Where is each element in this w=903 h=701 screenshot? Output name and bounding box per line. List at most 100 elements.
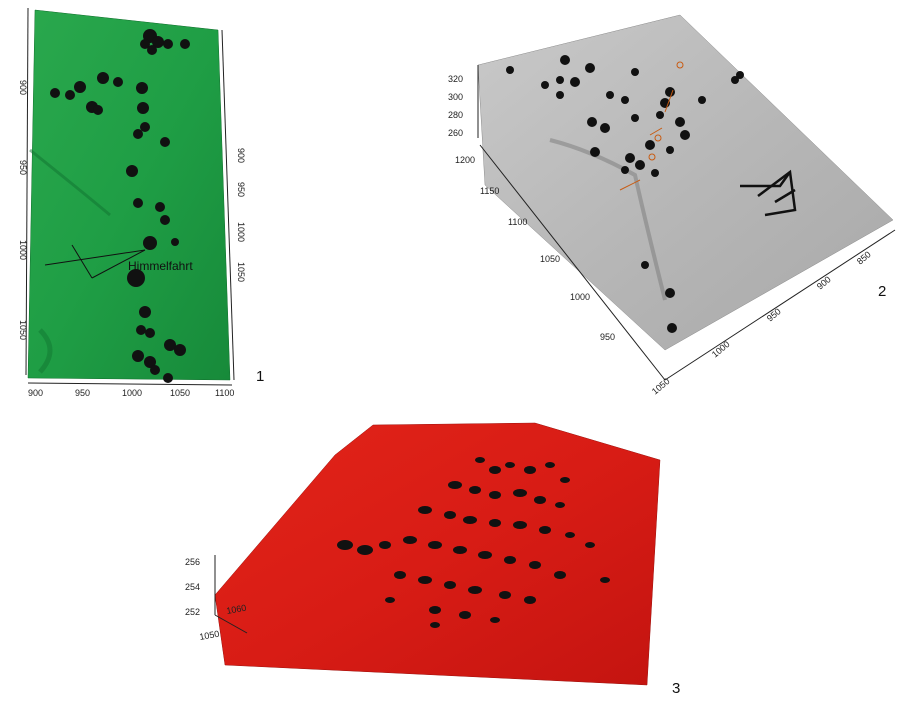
- black-blob-marker: [600, 577, 610, 583]
- x-tick: 950: [75, 388, 90, 398]
- black-blob-marker: [385, 597, 395, 603]
- x-tick: 1050: [650, 376, 672, 397]
- black-blob-marker: [645, 140, 655, 150]
- right-tick: 900: [236, 148, 246, 163]
- black-blob-marker: [171, 238, 179, 246]
- black-blob-marker: [600, 123, 610, 133]
- black-blob-marker: [499, 591, 511, 599]
- black-blob-marker: [731, 76, 739, 84]
- black-blob-marker: [631, 68, 639, 76]
- black-blob-marker: [150, 365, 160, 375]
- black-blob-marker: [164, 339, 176, 351]
- black-blob-marker: [513, 489, 527, 497]
- black-blob-marker: [357, 545, 373, 555]
- z-tick: 256: [185, 557, 200, 567]
- black-blob-marker: [469, 486, 481, 494]
- black-blob-marker: [145, 328, 155, 338]
- black-blob-marker: [160, 215, 170, 225]
- black-blob-marker: [556, 76, 564, 84]
- z-tick: 280: [448, 110, 463, 120]
- panel-3-svg: 256 254 252 1060 1050: [185, 422, 661, 686]
- black-blob-marker: [93, 105, 103, 115]
- panel-2-y-axis: 1200 1150 1100 1050 1000 950: [455, 144, 666, 381]
- panel-1-left-axis: 900 950 1000 1050: [18, 7, 29, 376]
- y-tick: 1050: [199, 629, 220, 642]
- black-blob-marker: [152, 36, 164, 48]
- panel-number-1: 1: [256, 368, 265, 385]
- black-blob-marker: [174, 344, 186, 356]
- z-tick: 300: [448, 92, 463, 102]
- y-tick: 1100: [508, 217, 527, 227]
- panel-1-svg: Himmelfahrt 900 950 1000 1050 1100 900 9…: [18, 7, 246, 398]
- black-blob-marker: [505, 462, 515, 468]
- black-blob-marker: [585, 542, 595, 548]
- panel-3-y-axis: 1060 1050: [199, 603, 247, 642]
- panel-1-right-axis: 900 950 1000 1050: [221, 29, 246, 381]
- panel-3-red-terrain: 256 254 252 1060 1050: [185, 415, 685, 701]
- black-blob-marker: [418, 506, 432, 514]
- black-blob-marker: [418, 576, 432, 584]
- black-blob-marker: [478, 551, 492, 559]
- black-blob-marker: [570, 77, 580, 87]
- black-blob-marker: [140, 39, 150, 49]
- black-blob-marker: [133, 129, 143, 139]
- panel-number-3: 3: [672, 680, 681, 697]
- grey-surface: [477, 14, 894, 351]
- black-blob-marker: [394, 571, 406, 579]
- z-tick: 254: [185, 582, 200, 592]
- himmelfahrt-label: Himmelfahrt: [128, 259, 193, 273]
- black-blob-marker: [489, 519, 501, 527]
- black-blob-marker: [160, 137, 170, 147]
- black-blob-marker: [555, 502, 565, 508]
- black-blob-marker: [155, 202, 165, 212]
- black-blob-marker: [50, 88, 60, 98]
- panel-1-blobs: [50, 29, 190, 383]
- black-blob-marker: [180, 39, 190, 49]
- black-blob-marker: [621, 166, 629, 174]
- black-blob-marker: [475, 457, 485, 463]
- profile-markers-orange: [619, 61, 684, 191]
- black-blob-marker: [444, 581, 456, 589]
- y-tick: 1050: [540, 254, 560, 264]
- panel-2-z-axis: 320 300 280 260: [448, 65, 479, 138]
- black-blob-marker: [631, 114, 639, 122]
- black-blob-marker: [163, 373, 173, 383]
- y-tick: 1200: [455, 155, 475, 165]
- x-tick: 1000: [122, 388, 142, 398]
- green-surface: [27, 9, 231, 381]
- panel-number-2: 2: [878, 283, 887, 300]
- black-blob-marker: [113, 77, 123, 87]
- black-blob-marker: [513, 521, 527, 529]
- black-blob-marker: [625, 153, 635, 163]
- x-tick: 900: [815, 274, 833, 291]
- x-tick: 1050: [170, 388, 190, 398]
- black-blob-marker: [132, 350, 144, 362]
- black-blob-marker: [448, 481, 462, 489]
- black-blob-marker: [136, 82, 148, 94]
- black-blob-marker: [560, 55, 570, 65]
- black-blob-marker: [143, 236, 157, 250]
- black-blob-marker: [74, 81, 86, 93]
- black-blob-marker: [133, 198, 143, 208]
- black-blob-marker: [651, 169, 659, 177]
- panel-3-z-axis: 256 254 252: [185, 555, 248, 634]
- black-blob-marker: [524, 596, 536, 604]
- black-blob-marker: [556, 91, 564, 99]
- black-blob-marker: [635, 160, 645, 170]
- panel-2-svg: 320 300 280 260 1200 1150 1100 1050 1000…: [448, 14, 896, 397]
- black-blob-marker: [127, 269, 145, 287]
- y-tick: 950: [600, 332, 615, 342]
- panel-1-bottom-axis: 900 950 1000 1050 1100: [27, 382, 234, 398]
- black-blob-marker: [621, 96, 629, 104]
- panel-3-blobs: [337, 457, 610, 628]
- black-blob-marker: [698, 96, 706, 104]
- z-tick: 320: [448, 74, 463, 84]
- black-blob-marker: [97, 72, 109, 84]
- black-blob-marker: [524, 466, 536, 474]
- y-tick: 1060: [226, 603, 247, 616]
- black-blob-marker: [534, 496, 546, 504]
- black-blob-marker: [606, 91, 614, 99]
- black-blob-marker: [541, 81, 549, 89]
- black-blob-marker: [641, 261, 649, 269]
- right-tick: 1050: [236, 262, 246, 282]
